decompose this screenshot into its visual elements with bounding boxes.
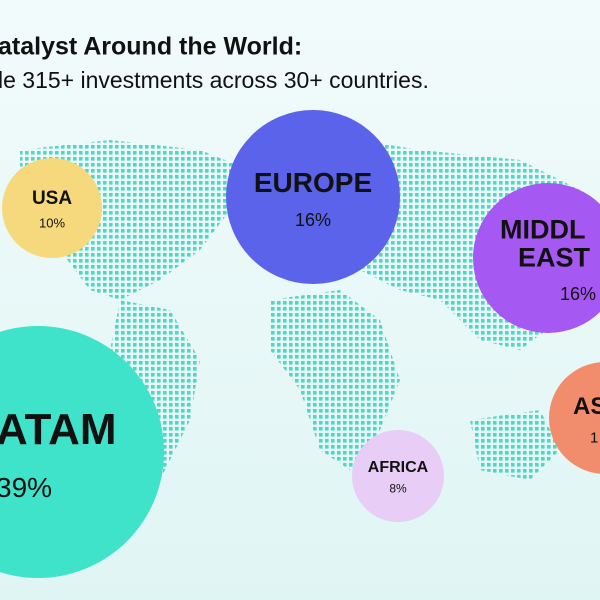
region-share: 10% xyxy=(39,215,65,230)
region-bubble xyxy=(226,110,400,284)
region-bubble xyxy=(352,430,444,522)
region-bubble xyxy=(473,183,600,333)
region-name: AFRICA xyxy=(368,459,429,476)
region-bubble xyxy=(0,326,164,578)
region-name: EUROPE xyxy=(254,167,372,198)
region-name: ATAM xyxy=(0,405,117,454)
region-name: USA xyxy=(32,188,72,209)
region-name: EAST xyxy=(518,243,591,273)
region-bubble xyxy=(549,362,600,474)
region-share: 39% xyxy=(0,472,52,503)
region-share: 1 xyxy=(590,430,598,447)
region-share: 16% xyxy=(295,210,331,230)
region-share: 16% xyxy=(560,284,596,304)
region-bubble xyxy=(2,158,102,258)
region-name: MIDDL xyxy=(500,214,585,244)
region-share: 8% xyxy=(389,481,407,495)
title: atalyst Around the World: xyxy=(0,33,302,61)
region-name: AS xyxy=(573,393,600,420)
subtitle: le 315+ investments across 30+ countries… xyxy=(0,67,429,93)
